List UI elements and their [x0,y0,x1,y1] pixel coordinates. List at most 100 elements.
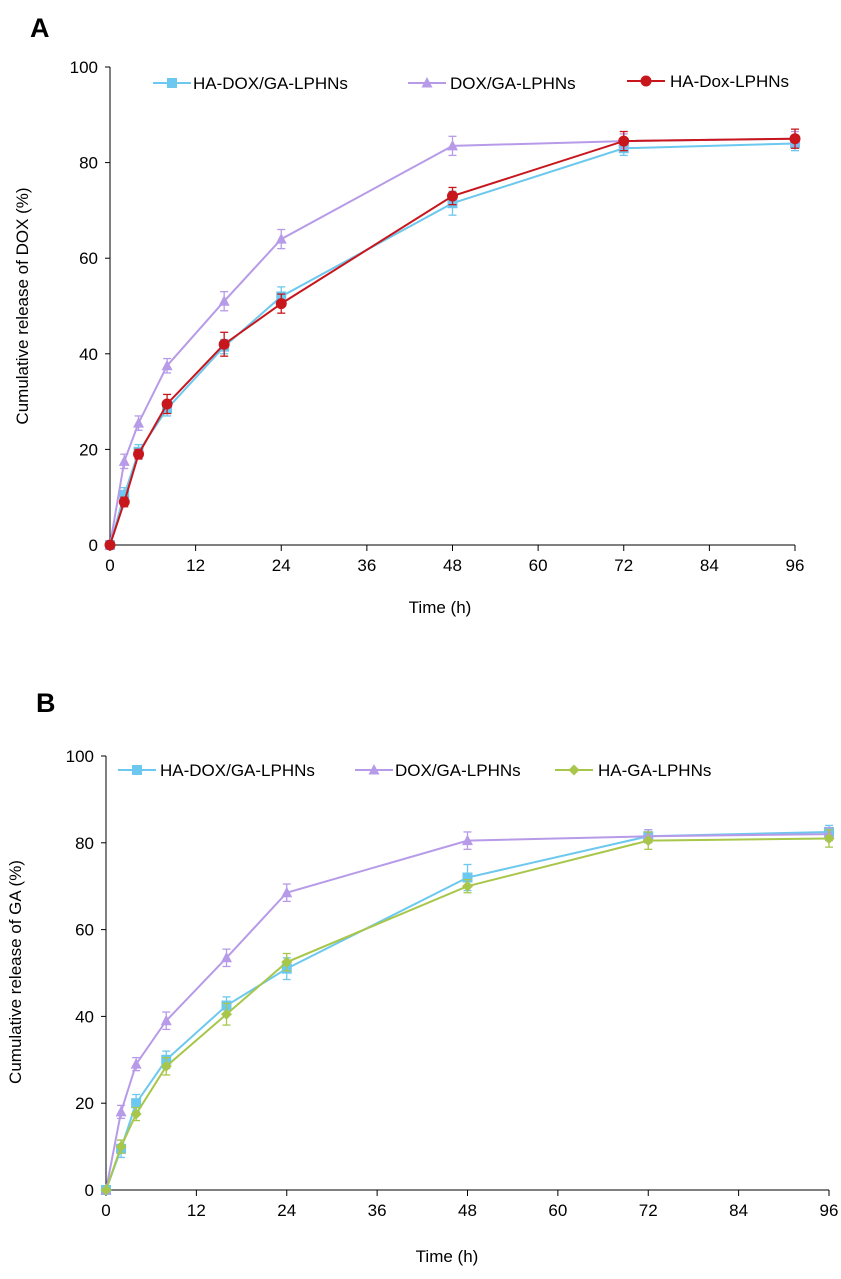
y-tick-label: 40 [79,345,98,364]
data-point [275,233,287,244]
data-point [118,455,130,466]
y-tick-label: 100 [70,58,98,77]
x-tick-label: 72 [614,556,633,575]
y-tick-label: 0 [89,536,98,555]
legend-marker [568,764,580,776]
y-tick-label: 20 [79,440,98,459]
legend-item: DOX/GA-LPHNs [355,761,521,780]
data-point [100,1184,112,1196]
data-point [221,1008,232,1020]
data-point [161,359,173,371]
data-point [823,832,835,844]
x-tick-label: 24 [272,556,291,575]
data-point [218,295,230,306]
data-point [447,139,458,151]
legend-marker [421,77,433,88]
data-point [160,1014,172,1026]
x-tick-label: 96 [820,1201,839,1220]
panel-a-letter: A [30,13,50,43]
panel-b-x-ticks: 0 12 24 36 48 60 72 84 96 [101,1190,838,1220]
panel-b-chart: B 0 20 40 60 80 100 0 12 24 36 48 60 72 84 96 Time (h… [6,688,838,1266]
x-tick-label: 36 [368,1201,387,1220]
legend-marker [368,764,380,775]
legend-label: DOX/GA-LPHNs [450,74,576,93]
data-point [119,489,130,500]
data-point [130,1058,142,1069]
panel-a-series [104,128,801,551]
x-tick-label: 48 [458,1201,477,1220]
panel-a-y-ticks: 0 20 40 60 80 100 [70,58,110,555]
data-point [462,834,473,846]
data-point [218,338,230,350]
panel-a-chart: A 0 20 40 60 80 100 0 12 24 36 48 60 72 84 96 Time (h… [13,13,804,617]
x-tick-label: 48 [443,556,462,575]
panel-b-letter: B [36,688,56,718]
x-tick-label: 84 [729,1201,748,1220]
y-tick-label: 0 [85,1181,94,1200]
legend-label: DOX/GA-LPHNs [395,761,521,780]
x-tick-label: 60 [548,1201,567,1220]
y-tick-label: 60 [75,921,94,940]
x-tick-label: 96 [786,556,805,575]
legend-label: HA-Dox-LPHNs [670,72,789,91]
x-tick-label: 12 [186,556,205,575]
data-point [281,956,293,968]
panel-b-x-axis-title: Time (h) [416,1247,479,1266]
data-point [160,1060,172,1072]
y-tick-label: 100 [66,747,94,766]
panel-a-y-axis-title: Cumulative release of DOX (%) [13,187,32,424]
panel-b-legend: HA-DOX/GA-LPHNs DOX/GA-LPHNs HA-GA-LPHNs [118,761,711,780]
data-point [462,880,473,892]
data-point [447,190,458,202]
panel-b-y-ticks: 0 20 40 60 80 100 [66,747,106,1200]
legend-item: DOX/GA-LPHNs [408,74,576,93]
legend-label: HA-DOX/GA-LPHNs [160,761,315,780]
x-tick-label: 36 [357,556,376,575]
panel-a-x-axis-title: Time (h) [409,598,472,617]
x-tick-label: 12 [187,1201,206,1220]
x-tick-label: 60 [529,556,548,575]
panel-b-series [100,824,835,1196]
series-ha-ga-lphns [100,829,835,1196]
data-point [462,872,473,883]
x-tick-label: 84 [700,556,719,575]
panel-a-x-ticks: 0 12 24 36 48 60 72 84 96 [105,545,804,575]
data-point [221,951,232,963]
data-point [104,539,116,551]
legend-marker [132,765,142,775]
x-tick-label: 0 [105,556,114,575]
y-tick-label: 40 [75,1007,94,1026]
data-point [115,1141,127,1153]
legend-label: HA-GA-LPHNs [598,761,711,780]
legend-item: HA-DOX/GA-LPHNs [118,761,315,780]
y-tick-label: 60 [79,249,98,268]
x-tick-label: 72 [639,1201,658,1220]
data-point [161,398,173,410]
data-point [131,1098,142,1109]
data-point [115,1105,127,1117]
data-point [642,835,654,847]
y-tick-label: 80 [75,834,94,853]
data-point [789,133,801,145]
legend-item: HA-DOX/GA-LPHNs [153,74,348,93]
series-ha-dox-lphns [104,128,801,551]
legend-label: HA-DOX/GA-LPHNs [193,74,348,93]
legend-item: HA-Dox-LPHNs [627,72,789,91]
data-point [618,135,630,147]
x-tick-label: 0 [101,1201,110,1220]
data-point [118,496,130,508]
data-point [133,417,145,428]
panel-a-legend: HA-DOX/GA-LPHNs DOX/GA-LPHNs HA-Dox-LPHNs [153,72,789,93]
data-point [133,448,145,460]
data-point [281,886,293,898]
y-tick-label: 80 [79,154,98,173]
legend-marker [640,75,652,87]
panel-b-y-axis-title: Cumulative release of GA (%) [6,860,25,1084]
y-tick-label: 20 [75,1094,94,1113]
data-point [275,298,287,310]
x-tick-label: 24 [277,1201,296,1220]
data-point [130,1108,142,1120]
legend-item: HA-GA-LPHNs [555,761,711,780]
legend-marker [167,78,177,88]
